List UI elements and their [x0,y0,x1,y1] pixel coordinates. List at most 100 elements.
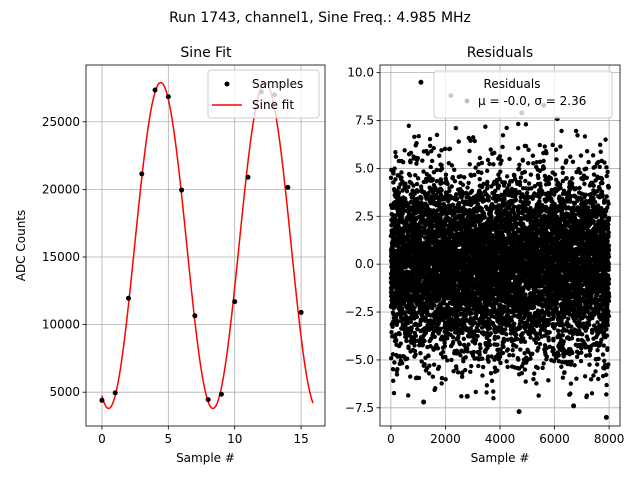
residual-point [512,321,517,326]
residual-point [489,378,495,383]
residual-point [426,371,432,376]
residual-point [405,269,410,274]
residual-point [434,178,440,184]
residual-point [522,350,527,356]
residual-point [405,393,411,398]
residual-point [430,374,436,379]
residual-point [491,396,496,401]
residual-point [438,192,444,197]
residual-point [461,336,466,342]
residual-point [514,344,519,349]
residual-point [488,342,493,348]
residual-point [430,177,435,182]
residual-point [393,150,398,155]
sine-fit-legend-box [207,69,320,119]
residual-point [442,146,448,151]
residual-point [415,176,421,181]
residuals-panel: Residuals 0 2000 4000 6000 8000−7.5−5.0−2.50… [345,45,625,465]
residual-point [496,183,502,189]
residual-point [390,366,396,372]
residual-point [518,175,524,180]
residual-point [485,179,490,185]
sine-fit-curve-layer [101,81,314,410]
residual-point [492,150,497,156]
residual-point [422,362,427,367]
residual-point [467,148,472,154]
residual-point [480,373,485,378]
residual-point [406,123,411,129]
residual-point [422,338,427,344]
residual-point [429,148,434,154]
residual-point [522,339,528,344]
residual-point [515,146,521,151]
residual-point [491,389,496,394]
residual-point [426,353,431,359]
residual-point [478,345,483,351]
residual-point [436,364,442,370]
residual-point [450,174,456,180]
sample-point [232,299,238,305]
residual-point [419,195,424,201]
residual-point [498,360,503,366]
residual-point [472,172,477,178]
residual-point [418,184,424,189]
residual-point [412,134,417,140]
residual-point [454,366,459,371]
residual-point [432,303,437,308]
residual-point [484,383,490,388]
residual-point [419,359,424,364]
residual-point [439,381,444,386]
residual-point [445,181,450,187]
residual-point [517,179,523,185]
residual-point [502,180,508,185]
residual-point [456,139,461,144]
residual-point [469,363,474,369]
residual-point [388,175,394,181]
residual-point [502,197,507,202]
residual-point [504,332,509,337]
residual-point [404,365,410,370]
residual-point [472,138,477,144]
residual-point [414,181,420,187]
residual-point [391,390,397,396]
residual-point [427,363,432,368]
residual-point [459,394,464,399]
residual-point [473,389,478,395]
sine-fit-xlabel: Sample # [176,451,235,465]
residual-point [460,182,466,188]
residual-point [519,370,525,376]
residual-point [452,167,457,173]
residual-point [500,350,506,356]
residual-point [422,235,428,240]
residual-point [447,146,453,152]
residual-point [455,370,461,375]
residual-point [425,151,430,156]
sine-fit-grid [86,65,325,426]
residual-point [404,334,409,340]
residual-point [434,132,440,138]
residual-point [400,159,406,165]
residual-point [412,305,417,310]
sine-fit-title: Sine Fit [180,45,232,61]
residual-point [505,347,511,352]
residual-point [459,374,465,379]
residual-point [392,166,397,171]
residual-point [404,356,410,361]
figure-suptitle: Run 1743, channel1, Sine Freq.: 4.985 MH… [169,10,471,26]
residuals-title: Residuals [467,45,533,61]
residual-point [477,352,482,357]
residual-point [431,146,436,151]
residual-point [440,349,446,355]
residual-point [420,158,425,163]
residual-point [434,167,440,173]
residual-point [443,377,448,382]
residual-point [473,165,478,170]
sample-point [139,171,145,177]
residual-point [449,357,454,363]
residual-point [472,223,478,228]
residual-point [483,124,488,129]
residual-point [522,169,527,175]
residual-point [407,293,413,299]
residual-point [495,335,501,340]
